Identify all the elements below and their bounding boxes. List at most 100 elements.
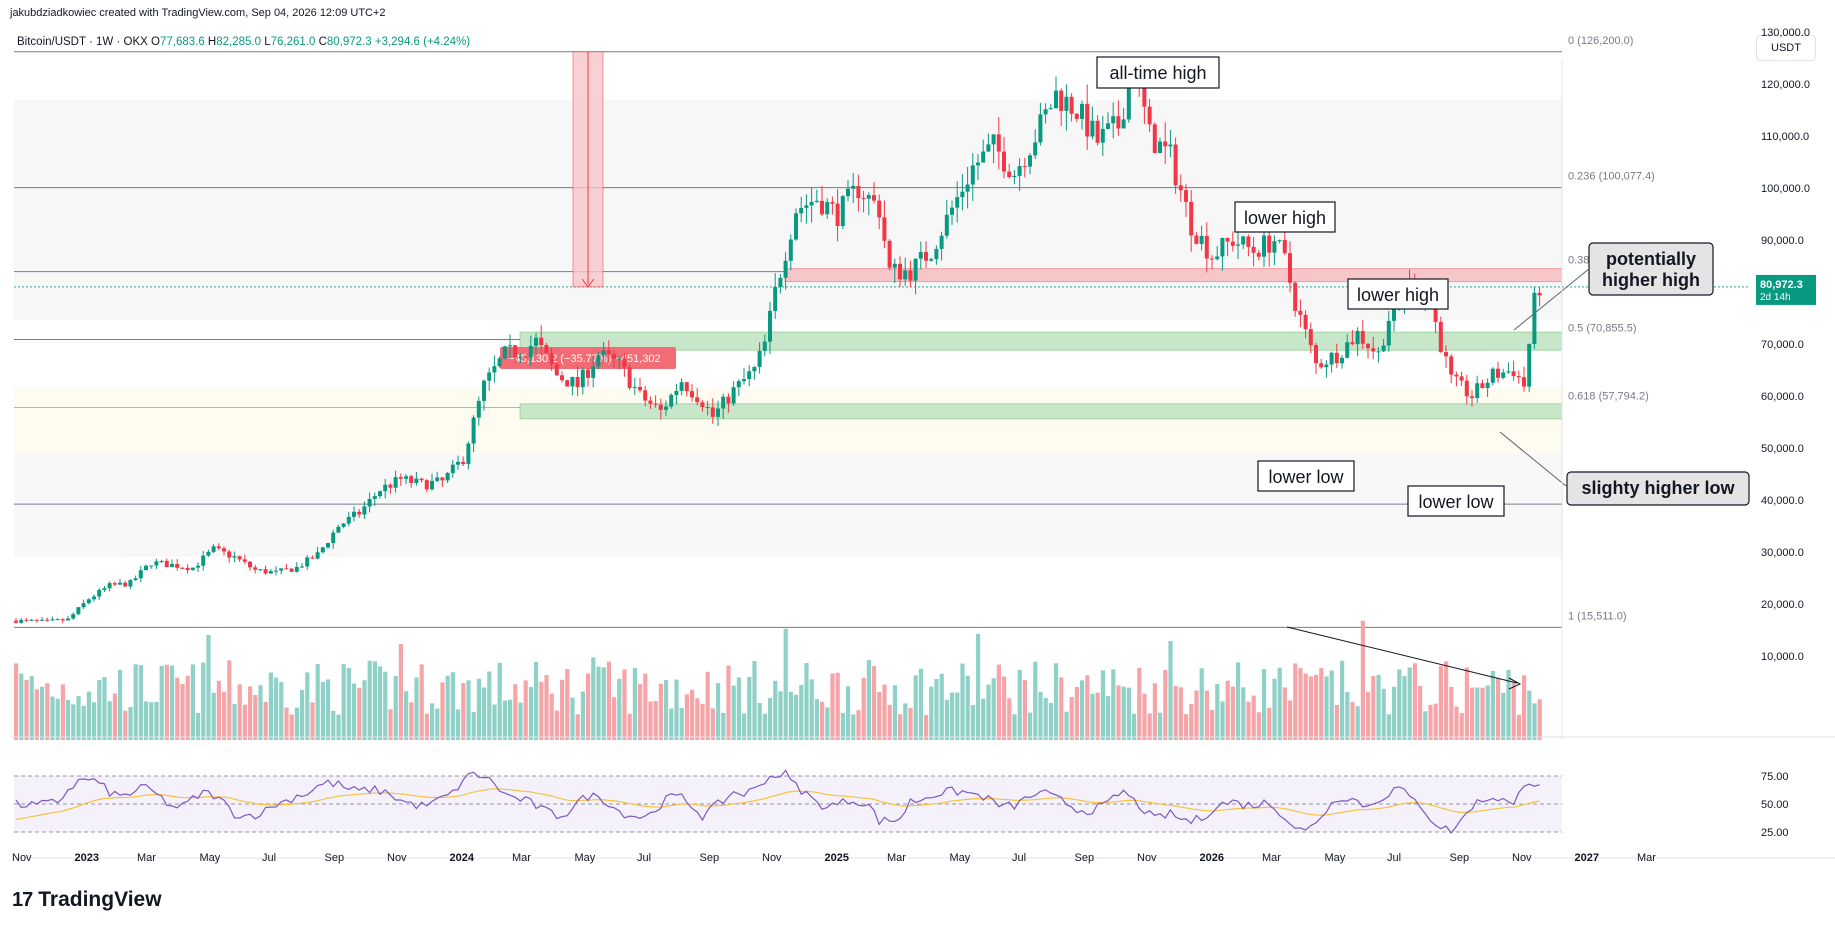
symbol-name[interactable]: Bitcoin/USDT · 1W · OKX	[17, 36, 148, 48]
volume-bar	[352, 683, 357, 740]
candle-body	[133, 578, 138, 581]
rsi-pane: 75.00 50.00 25.00	[12, 736, 1835, 859]
candle-body	[918, 252, 923, 259]
candle-body	[409, 476, 414, 483]
candle-body	[981, 151, 986, 163]
candle-body	[560, 375, 564, 381]
candle-body	[1236, 244, 1240, 246]
volume-bar	[206, 634, 211, 740]
volume-bar	[1074, 686, 1079, 740]
time-tick-label: 2027	[1575, 852, 1599, 864]
price-tick-label: 90,000.0	[1761, 235, 1804, 247]
volume-bar	[81, 705, 86, 740]
time-tick-label: Sep	[1450, 852, 1470, 864]
tradingview-logo[interactable]: 17 TradingView	[12, 888, 162, 912]
candle-body	[606, 350, 611, 355]
volume-bar	[768, 698, 773, 740]
volume-bar	[648, 701, 653, 740]
candle-body	[138, 570, 143, 579]
fib-label: 0.618 (57,794.2)	[1568, 390, 1649, 402]
change-value: +3,294.6 (+4.24%)	[374, 36, 471, 48]
time-axis[interactable]: Nov 2023 Mar May Jul Sep Nov 2024 Mar May Jul Sep No…	[12, 852, 1656, 864]
candle-body	[336, 526, 341, 533]
candle-body	[840, 196, 845, 226]
candle-body	[1506, 371, 1511, 373]
volume-bar	[903, 703, 908, 740]
volume-bar	[518, 702, 523, 740]
volume-bar	[92, 702, 97, 740]
volume-bar	[1277, 667, 1282, 740]
measure-tool-label-bg	[500, 347, 676, 369]
symbol-ohlc-bar: Bitcoin/USDT · 1W · OKX O77,683.6 H82,28…	[17, 36, 470, 48]
volume-bar	[40, 686, 45, 740]
candle-body	[40, 619, 44, 621]
volume-bar	[164, 664, 169, 740]
volume-bar	[1444, 661, 1449, 740]
candle-body	[1324, 364, 1329, 368]
volume-bar	[1038, 691, 1043, 740]
time-tick-label: 2026	[1200, 852, 1224, 864]
candle-body	[1386, 320, 1391, 346]
candle-body	[1199, 235, 1204, 244]
candle-body	[851, 185, 856, 189]
volume-bar	[601, 667, 606, 740]
currency-button[interactable]: USDT	[1756, 35, 1816, 61]
candle-body	[830, 202, 835, 204]
candle-body	[1475, 383, 1480, 398]
candle-body	[1438, 321, 1443, 353]
volume-bar	[804, 663, 809, 740]
price-tick-label: 110,000.0	[1761, 131, 1809, 143]
candle-body	[788, 239, 793, 261]
volume-bar	[684, 694, 689, 740]
candle-body	[513, 345, 518, 358]
candle-body	[180, 567, 185, 569]
volume-bar	[450, 672, 455, 740]
candle-body	[934, 248, 939, 260]
volume-bar	[1334, 704, 1339, 740]
volume-bar	[14, 663, 19, 740]
time-tick-label: Mar	[137, 852, 156, 864]
candle-body	[1007, 171, 1012, 178]
volume-bar	[788, 691, 793, 740]
candle-body	[1355, 330, 1360, 345]
volume-bar	[1189, 703, 1194, 740]
candle-body	[1470, 396, 1474, 398]
candle-body	[528, 345, 533, 358]
candle-body	[383, 484, 388, 492]
candle-body	[45, 619, 50, 621]
candle-body	[367, 498, 372, 507]
candle-body	[1490, 368, 1495, 383]
candle-body	[419, 478, 424, 481]
time-tick-label: Sep	[1075, 852, 1095, 864]
volume-bar	[1433, 703, 1438, 740]
candle-body	[435, 477, 440, 481]
volume-bar	[996, 664, 1001, 740]
volume-bar	[736, 677, 741, 740]
volume-bar	[575, 714, 580, 740]
volume-bar	[50, 696, 55, 740]
volume-bar	[653, 700, 658, 740]
candle-body	[1392, 301, 1396, 321]
volume-bar	[372, 661, 377, 740]
price-chart[interactable]: 0 (126,200.0)0.236 (100,077.4)0.382 (83,…	[0, 0, 1835, 880]
volume-bar	[934, 679, 939, 740]
volume-bar	[825, 707, 830, 740]
candle-body	[742, 379, 746, 382]
candle-body	[482, 380, 486, 401]
volume-bar	[1272, 678, 1277, 740]
volume-bar	[1002, 676, 1007, 740]
volume-bar	[435, 708, 440, 740]
volume-bar	[258, 685, 263, 740]
volume-bar	[508, 699, 513, 740]
candle-body	[159, 560, 164, 562]
volume-bar	[1085, 675, 1090, 740]
rsi-line	[15, 769, 1540, 835]
candle-body	[570, 376, 575, 387]
candle-body	[326, 543, 330, 548]
volume-bar	[1314, 674, 1319, 740]
price-tick-label: 50,000.0	[1761, 443, 1804, 455]
time-tick-label: Jul	[262, 852, 276, 864]
price-axis[interactable]: 130,000.0 120,000.0 110,000.0 100,000.0 90,0…	[1561, 27, 1816, 740]
volume-bar	[232, 704, 237, 740]
candle-body	[222, 548, 226, 552]
